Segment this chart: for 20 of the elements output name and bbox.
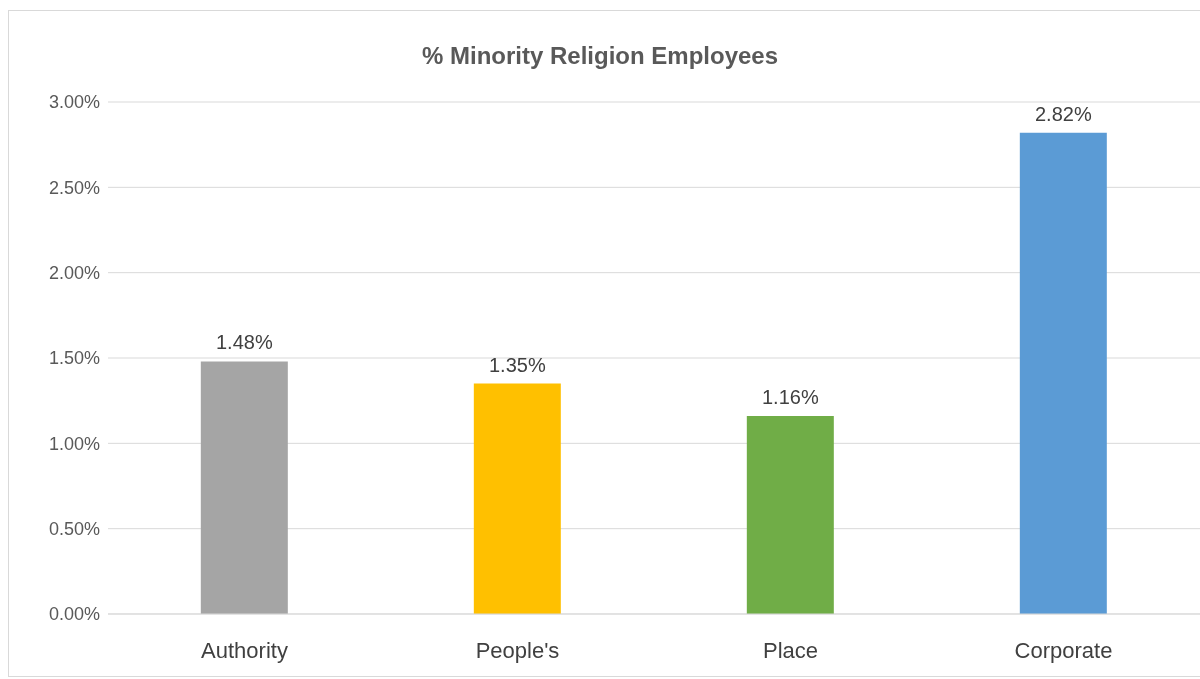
x-tick-label: Authority bbox=[201, 637, 288, 663]
y-tick-label: 0.50% bbox=[48, 519, 100, 540]
chart-title: % Minority Religion Employees bbox=[420, 42, 780, 70]
bar bbox=[746, 416, 834, 614]
data-label: 1.48% bbox=[215, 331, 273, 354]
data-label: 1.35% bbox=[488, 353, 546, 376]
x-tick-label: People's bbox=[475, 637, 560, 663]
y-tick-label: 2.00% bbox=[48, 263, 100, 284]
data-label: 2.82% bbox=[1034, 102, 1092, 125]
y-tick-label: 0.00% bbox=[48, 604, 100, 625]
data-label: 1.16% bbox=[761, 386, 819, 409]
bar bbox=[1019, 132, 1107, 614]
y-tick-label: 2.50% bbox=[48, 177, 100, 198]
x-tick-label: Place bbox=[762, 637, 819, 663]
y-tick-label: 1.50% bbox=[48, 348, 100, 369]
bar bbox=[473, 383, 561, 614]
y-tick-label: 1.00% bbox=[48, 433, 100, 454]
y-tick-label: 3.00% bbox=[48, 92, 100, 113]
x-tick-label: Corporate bbox=[1014, 637, 1113, 663]
bar bbox=[200, 361, 288, 614]
